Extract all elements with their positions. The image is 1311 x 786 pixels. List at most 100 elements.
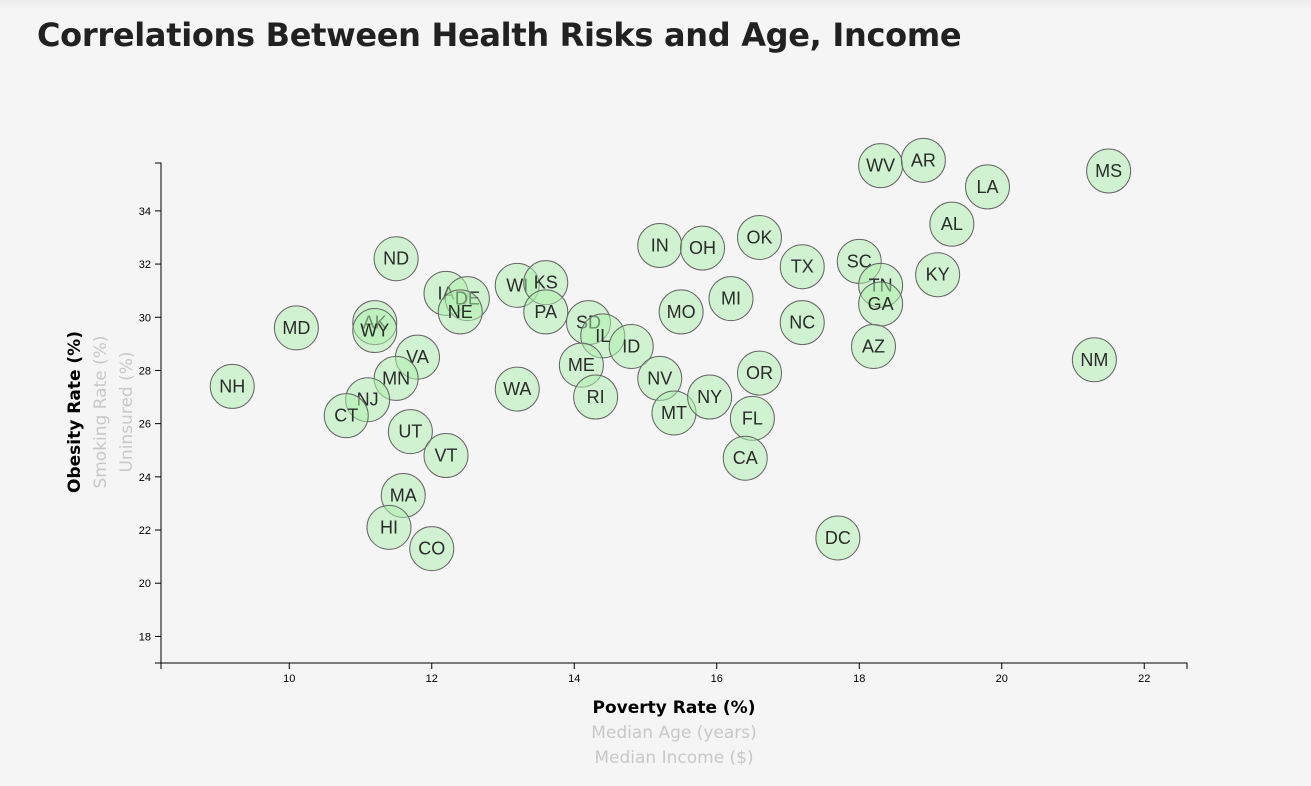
y-tick-label: 34 xyxy=(139,206,151,218)
state-label: KS xyxy=(534,273,558,293)
state-marker-ar[interactable]: AR xyxy=(900,137,946,183)
state-marker-hi[interactable]: HI xyxy=(366,504,412,550)
state-circle[interactable] xyxy=(779,300,825,346)
state-label: SC xyxy=(847,251,872,271)
state-marker-mt[interactable]: MT xyxy=(651,390,697,436)
state-marker-ut[interactable]: UT xyxy=(387,409,433,455)
x-axis-label-option[interactable]: Median Age (years) xyxy=(591,723,757,743)
state-marker-ri[interactable]: RI xyxy=(573,374,619,420)
state-circle[interactable] xyxy=(387,409,433,455)
y-axis-label-option[interactable]: Obesity Rate (%) xyxy=(65,331,85,493)
page-title: Correlations Between Health Risks and Ag… xyxy=(37,16,962,54)
state-label: UT xyxy=(398,422,422,442)
state-marker-az[interactable]: AZ xyxy=(851,324,896,370)
x-axis-label-option[interactable]: Median Income ($) xyxy=(594,748,753,768)
state-marker-pa[interactable]: PA xyxy=(523,289,569,335)
state-circle[interactable] xyxy=(209,363,255,409)
state-marker-wa[interactable]: WA xyxy=(494,366,540,412)
state-circle[interactable] xyxy=(409,526,455,572)
state-label: MI xyxy=(721,289,741,309)
state-label: NC xyxy=(789,313,815,333)
state-marker-nh[interactable]: NH xyxy=(209,363,255,409)
state-marker-fl[interactable]: FL xyxy=(729,395,775,441)
state-marker-mo[interactable]: MO xyxy=(658,289,704,335)
state-marker-ga[interactable]: GA xyxy=(858,281,904,327)
state-marker-ca[interactable]: CA xyxy=(722,435,768,481)
state-label: HI xyxy=(380,517,398,537)
state-circle[interactable] xyxy=(573,374,619,420)
state-marker-mi[interactable]: MI xyxy=(708,276,754,322)
state-label: TX xyxy=(791,257,814,277)
state-circle[interactable] xyxy=(366,504,412,550)
state-circle[interactable] xyxy=(323,393,369,439)
y-axis-line xyxy=(155,162,162,664)
state-circle[interactable] xyxy=(779,244,825,290)
state-circle[interactable] xyxy=(423,433,469,479)
state-circle[interactable] xyxy=(815,515,861,561)
x-axis-label-option[interactable]: Poverty Rate (%) xyxy=(593,698,756,718)
state-circle[interactable] xyxy=(1071,337,1117,383)
state-circle[interactable] xyxy=(1086,148,1132,194)
x-tick-label: 12 xyxy=(426,673,438,685)
state-circle[interactable] xyxy=(708,276,754,322)
state-circle[interactable] xyxy=(722,435,768,481)
state-circle[interactable] xyxy=(373,236,419,282)
state-label: NV xyxy=(647,368,672,388)
state-label: OR xyxy=(746,363,773,383)
state-circle[interactable] xyxy=(273,305,319,351)
state-marker-ne[interactable]: NE xyxy=(437,289,483,335)
state-circle[interactable] xyxy=(523,289,569,335)
state-marker-dc[interactable]: DC xyxy=(815,515,861,561)
state-circle[interactable] xyxy=(851,324,896,370)
state-label: WV xyxy=(866,156,895,176)
state-label: IL xyxy=(595,326,610,346)
state-marker-ms[interactable]: MS xyxy=(1086,148,1132,194)
state-marker-nc[interactable]: NC xyxy=(779,300,825,346)
state-label: RI xyxy=(587,387,605,407)
state-circle[interactable] xyxy=(915,252,961,298)
state-marker-nd[interactable]: ND xyxy=(373,236,419,282)
state-marker-id[interactable]: ID xyxy=(608,324,654,370)
x-tick-label: 18 xyxy=(853,673,865,685)
state-label: AR xyxy=(911,150,936,170)
state-circle[interactable] xyxy=(737,350,782,396)
state-marker-ok[interactable]: OK xyxy=(737,214,782,260)
state-circle[interactable] xyxy=(929,201,975,247)
y-axis-label-option[interactable]: Smoking Rate (%) xyxy=(91,335,111,488)
state-marker-wy[interactable]: WY xyxy=(352,308,398,354)
state-marker-in[interactable]: IN xyxy=(637,222,683,268)
state-label: NE xyxy=(448,302,473,322)
state-marker-tx[interactable]: TX xyxy=(779,244,825,290)
state-marker-vt[interactable]: VT xyxy=(423,433,469,479)
state-circle[interactable] xyxy=(437,289,483,335)
state-circle[interactable] xyxy=(608,324,654,370)
y-axis-label-option[interactable]: Uninsured (%) xyxy=(117,351,137,472)
state-marker-oh[interactable]: OH xyxy=(680,225,725,271)
state-circle[interactable] xyxy=(737,214,782,260)
state-label: MA xyxy=(390,485,417,505)
state-circle[interactable] xyxy=(658,289,704,335)
state-marker-co[interactable]: CO xyxy=(409,526,455,572)
state-marker-nm[interactable]: NM xyxy=(1071,337,1117,383)
state-circle[interactable] xyxy=(680,225,725,271)
state-marker-md[interactable]: MD xyxy=(273,305,319,351)
state-label: LA xyxy=(976,177,998,197)
state-marker-al[interactable]: AL xyxy=(929,201,975,247)
state-circle[interactable] xyxy=(494,366,540,412)
state-marker-ny[interactable]: NY xyxy=(687,374,733,420)
state-circle[interactable] xyxy=(687,374,733,420)
state-marker-la[interactable]: LA xyxy=(965,164,1010,210)
state-label: MO xyxy=(667,302,696,322)
state-marker-ky[interactable]: KY xyxy=(915,252,961,298)
state-marker-wv[interactable]: WV xyxy=(858,143,904,189)
state-circle[interactable] xyxy=(352,308,398,354)
x-tick-label: 16 xyxy=(711,673,723,685)
state-circle[interactable] xyxy=(965,164,1010,210)
state-marker-or[interactable]: OR xyxy=(737,350,782,396)
x-tick-label: 20 xyxy=(996,673,1008,685)
state-marker-ct[interactable]: CT xyxy=(323,393,369,439)
y-tick-label: 30 xyxy=(139,312,151,324)
state-circle[interactable] xyxy=(900,137,946,183)
state-label: WI xyxy=(506,275,528,295)
